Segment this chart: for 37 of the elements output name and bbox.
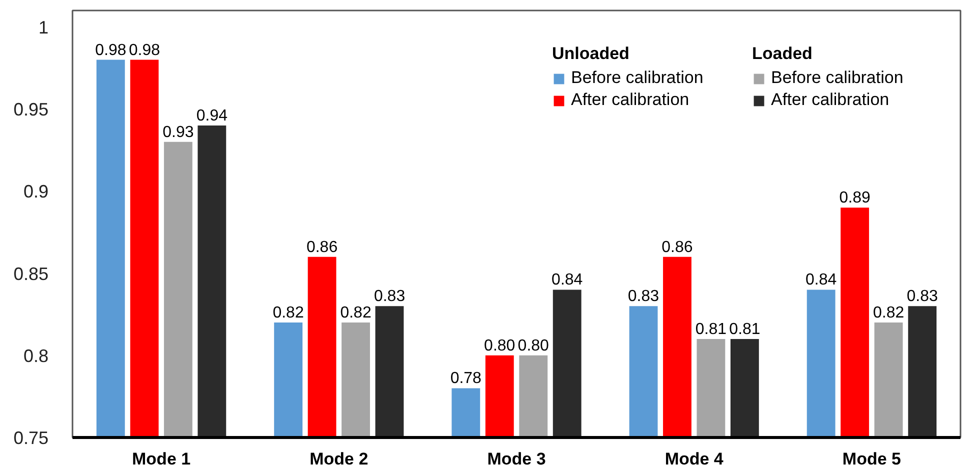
data-label: 0.83 [628, 288, 660, 306]
x-tick-label: Mode 3 [487, 450, 546, 468]
legend-label: Before calibration [771, 68, 904, 88]
annotation: Loaded [752, 44, 814, 64]
data-label: 0.80 [484, 337, 516, 354]
data-label: 0.98 [128, 42, 160, 59]
data-label: 0.93 [162, 124, 194, 141]
data-label: 0.82 [340, 304, 372, 322]
y-tick-label: 0.85 [13, 264, 49, 284]
x-tick-label: Mode 5 [842, 450, 901, 468]
data-label: 0.81 [695, 320, 727, 338]
data-label: 0.84 [806, 272, 837, 289]
data-label: 0.98 [95, 42, 126, 59]
legend-label: Before calibration [571, 68, 704, 88]
data-label: 0.82 [873, 304, 904, 322]
x-tick-label: Mode 1 [132, 450, 191, 468]
data-label: 0.82 [272, 304, 304, 322]
y-tick-label: 0.9 [23, 182, 49, 202]
data-label: 0.78 [450, 370, 482, 388]
data-label: 0.83 [374, 288, 406, 306]
data-label: 0.80 [518, 337, 550, 354]
data-label: 0.86 [662, 238, 693, 256]
data-label: 0.84 [552, 272, 583, 289]
x-tick-label: Mode 2 [310, 450, 368, 468]
data-label: 0.86 [306, 238, 338, 256]
y-tick-label: 0.95 [13, 100, 49, 120]
legend-label: After calibration [571, 90, 690, 110]
data-label: 0.89 [839, 190, 870, 207]
y-tick-label: 1 [38, 17, 49, 38]
y-tick-label: 0.8 [23, 346, 49, 366]
annotation: Unloaded [552, 44, 630, 64]
y-tick-label: 0.75 [13, 428, 49, 448]
data-label: 0.83 [906, 288, 938, 306]
x-tick-label: Mode 4 [664, 450, 724, 468]
data-label: 0.81 [729, 320, 760, 338]
data-label: 0.94 [196, 107, 228, 124]
legend-label: After calibration [771, 90, 890, 110]
